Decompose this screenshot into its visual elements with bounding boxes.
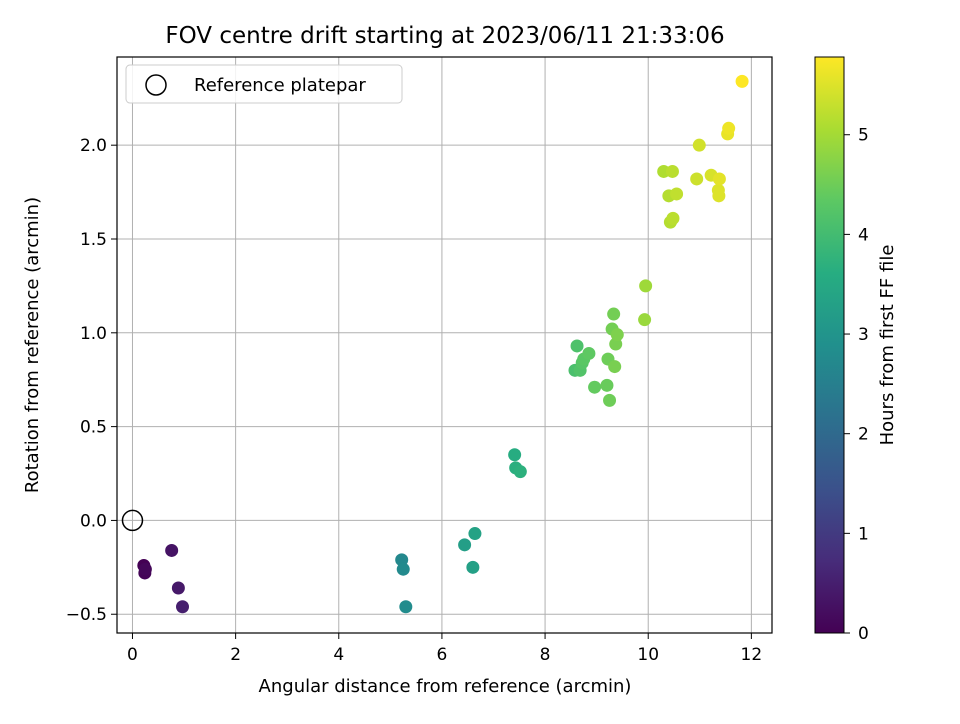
y-tick-label: 0.5 <box>80 418 107 438</box>
data-point <box>588 380 602 394</box>
data-point <box>458 538 472 552</box>
plot-background <box>117 57 772 633</box>
data-point <box>171 581 185 595</box>
data-point <box>690 172 704 186</box>
x-tick-label: 2 <box>230 645 241 665</box>
data-point <box>396 562 410 576</box>
legend-box <box>125 64 403 104</box>
data-point <box>735 74 749 88</box>
legend-label: Reference platepar <box>194 75 366 96</box>
chart-title: FOV centre drift starting at 2023/06/11 … <box>165 23 724 49</box>
data-point <box>670 187 684 201</box>
x-tick-label: 10 <box>637 645 659 665</box>
data-point <box>165 543 179 557</box>
data-point <box>722 121 736 135</box>
colorbar-tick-label: 4 <box>858 225 869 245</box>
data-point <box>603 393 617 407</box>
data-point <box>582 346 596 360</box>
y-tick-label: 0.0 <box>80 511 107 531</box>
data-point <box>712 189 726 203</box>
colorbar: 0 1 2 3 4 5 Hours from first FF file <box>814 56 898 644</box>
data-point <box>508 448 522 462</box>
colorbar-tick-label: 2 <box>858 425 869 445</box>
x-tick-label: 12 <box>741 645 763 665</box>
reference-platepar-marker <box>121 509 144 532</box>
y-tick-label: 2.0 <box>80 136 107 156</box>
data-point <box>600 378 614 392</box>
data-point <box>639 279 653 293</box>
y-tick-label: 1.0 <box>80 324 107 344</box>
colorbar-tick-label: 5 <box>858 126 869 146</box>
y-tick-label: −0.5 <box>66 605 107 625</box>
colorbar-tick-label: 1 <box>858 524 869 544</box>
plot-frame <box>116 56 773 634</box>
colorbar-gradient <box>814 56 845 634</box>
y-axis-ticks: −0.5 0.0 0.5 1.0 1.5 2.0 <box>66 136 117 625</box>
data-points <box>137 74 749 614</box>
x-axis-ticks: 0 2 4 6 8 10 12 <box>127 633 762 665</box>
data-point <box>607 307 621 321</box>
data-point <box>466 560 480 574</box>
data-point <box>666 211 680 225</box>
colorbar-label: Hours from first FF file <box>877 245 898 446</box>
data-point <box>399 600 413 614</box>
data-point <box>665 164 679 178</box>
data-point <box>712 172 726 186</box>
data-point <box>608 360 622 374</box>
data-point <box>638 313 652 327</box>
colorbar-tick-label: 3 <box>858 325 869 345</box>
x-tick-label: 6 <box>437 645 448 665</box>
plot-area: 0 2 4 6 8 10 12 −0.5 0.0 0.5 1.0 1.5 2.0 <box>66 56 773 665</box>
x-tick-label: 8 <box>540 645 551 665</box>
data-point <box>570 339 584 353</box>
data-point <box>513 465 527 479</box>
data-point <box>138 562 152 576</box>
data-point <box>468 527 482 541</box>
grid-lines <box>117 57 772 633</box>
colorbar-ticks: 0 1 2 3 4 5 <box>844 126 869 644</box>
x-tick-label: 0 <box>127 645 138 665</box>
x-axis-label: Angular distance from reference (arcmin) <box>259 676 632 697</box>
data-point <box>692 138 706 152</box>
data-point <box>610 328 624 342</box>
legend: Reference platepar <box>125 64 403 104</box>
y-axis-label: Rotation from reference (arcmin) <box>22 197 43 493</box>
x-tick-label: 4 <box>333 645 344 665</box>
y-tick-label: 1.5 <box>80 230 107 250</box>
data-point <box>176 600 189 614</box>
legend-marker <box>145 74 167 96</box>
colorbar-tick-label: 0 <box>858 624 869 644</box>
